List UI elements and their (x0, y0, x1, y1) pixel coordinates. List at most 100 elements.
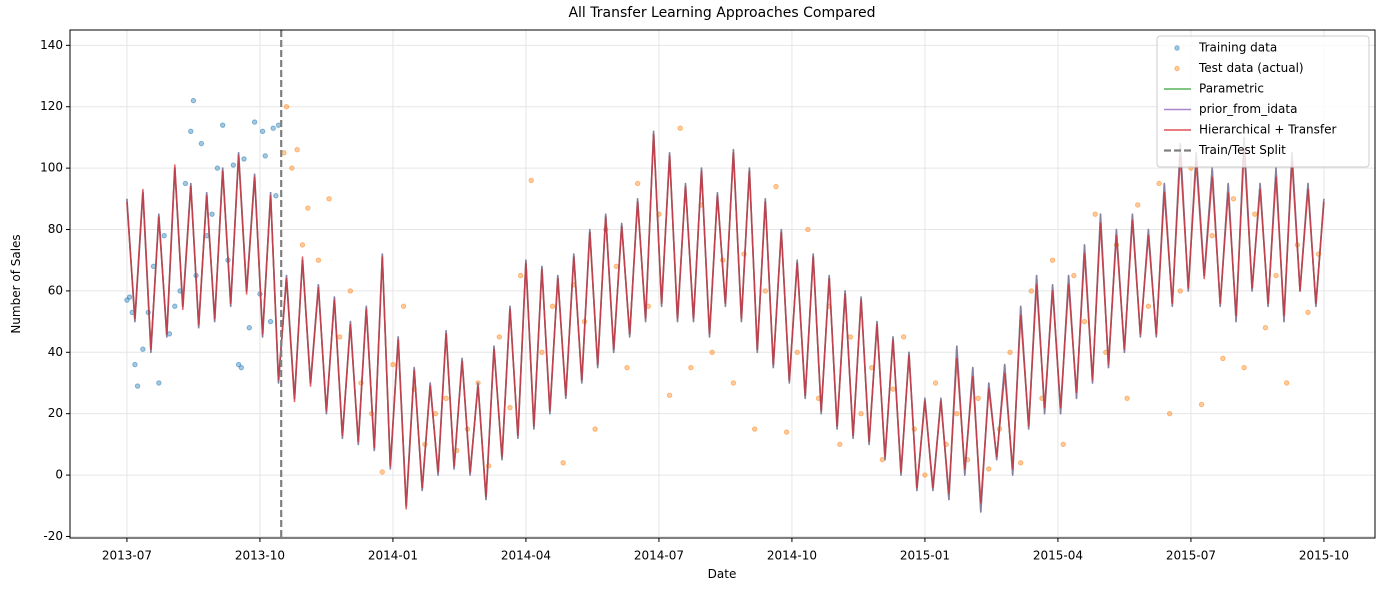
data-point (794, 349, 800, 355)
data-point (259, 128, 266, 134)
data-point (156, 380, 162, 386)
data-point (1230, 196, 1237, 202)
data-point (166, 331, 173, 337)
data-point (613, 263, 620, 270)
data-point (975, 395, 981, 402)
data-point (1209, 232, 1215, 239)
data-point (204, 232, 210, 239)
data-point (1017, 460, 1024, 466)
series-line (126, 130, 1325, 513)
data-point (805, 226, 811, 233)
axes-frame (69, 29, 1376, 539)
x-tick-label: 2013-07 (102, 549, 152, 563)
data-point (634, 180, 641, 187)
data-point (986, 466, 992, 472)
data-point (900, 334, 907, 340)
data-point (443, 395, 449, 402)
x-tick-label: 2014-10 (767, 549, 817, 563)
data-point (294, 147, 300, 153)
data-point (251, 119, 258, 125)
legend-label: Train/Test Split (1198, 143, 1286, 157)
data-point (337, 334, 343, 340)
data-point (1273, 272, 1279, 279)
data-point (1220, 355, 1226, 362)
data-point (172, 303, 178, 309)
data-point (549, 303, 556, 309)
x-tick-label: 2015-04 (1033, 549, 1083, 563)
y-tick-label: 140 (40, 38, 63, 52)
data-point (517, 272, 524, 279)
data-point (1166, 410, 1173, 417)
legend-label: Training data (1198, 41, 1277, 55)
data-point (1177, 288, 1183, 294)
ticks: 2013-07 2013-10 2014-01 2014-04 2014-07 2014-… (40, 38, 1349, 563)
data-point (528, 177, 534, 184)
data-point (507, 404, 513, 411)
y-tick-label: 0 (55, 468, 63, 482)
data-point (379, 469, 385, 475)
data-point (1135, 202, 1141, 208)
legend-label: Hierarchical + Transfer (1199, 123, 1337, 137)
data-point (198, 140, 205, 147)
data-point (890, 386, 896, 392)
data-point (238, 364, 245, 371)
data-point (1124, 395, 1130, 402)
data-point (134, 383, 141, 389)
chart-title: All Transfer Learning Approaches Compare… (568, 5, 875, 21)
y-tick-label: -20 (43, 529, 63, 543)
data-point (1305, 309, 1311, 316)
plot-area (124, 30, 1325, 538)
data-point (219, 122, 226, 128)
series-line (126, 133, 1325, 510)
data-point (182, 180, 189, 187)
y-axis-label: Number of Sales (9, 234, 23, 333)
y-tick-label: 20 (48, 406, 63, 420)
legend-label: Parametric (1199, 82, 1264, 96)
data-point (305, 205, 311, 211)
data-point (688, 364, 694, 371)
data-point (922, 472, 928, 478)
data-point (262, 153, 268, 159)
data-point (347, 288, 354, 294)
y-tick-label: 100 (40, 161, 63, 175)
data-point (230, 162, 237, 168)
data-point (1156, 180, 1162, 187)
data-point (270, 125, 276, 131)
data-point (432, 410, 439, 417)
data-point (1049, 257, 1056, 263)
data-point (241, 156, 247, 162)
data-point (161, 232, 167, 239)
data-point (281, 150, 287, 156)
x-tick-label: 2014-07 (634, 549, 684, 563)
data-point (1145, 303, 1152, 309)
data-point (1081, 318, 1088, 325)
data-point (289, 165, 295, 171)
legend: Training data Test data (actual) Parametri… (1156, 35, 1370, 168)
data-point (932, 380, 939, 386)
data-point (273, 193, 279, 199)
data-point (1007, 349, 1013, 355)
data-point (1198, 401, 1205, 408)
x-axis-label: Date (708, 567, 737, 581)
x-tick-label: 2015-10 (1299, 549, 1349, 563)
data-point (539, 349, 545, 355)
data-point (730, 380, 737, 386)
data-point (751, 426, 758, 432)
data-point (283, 104, 290, 110)
data-point (126, 294, 133, 300)
y-tick-label: 120 (40, 99, 63, 113)
data-point (762, 288, 769, 294)
data-point (1241, 364, 1247, 371)
x-tick-label: 2013-10 (235, 549, 285, 563)
data-point (592, 426, 598, 432)
data-point (299, 242, 306, 248)
data-point (624, 364, 630, 371)
data-point (390, 361, 396, 368)
x-tick-label: 2014-01 (368, 549, 418, 563)
legend-box (1156, 35, 1370, 168)
data-point (132, 361, 138, 368)
data-point (783, 429, 790, 435)
legend-label: prior_from_idata (1199, 102, 1297, 116)
data-point (190, 97, 197, 104)
